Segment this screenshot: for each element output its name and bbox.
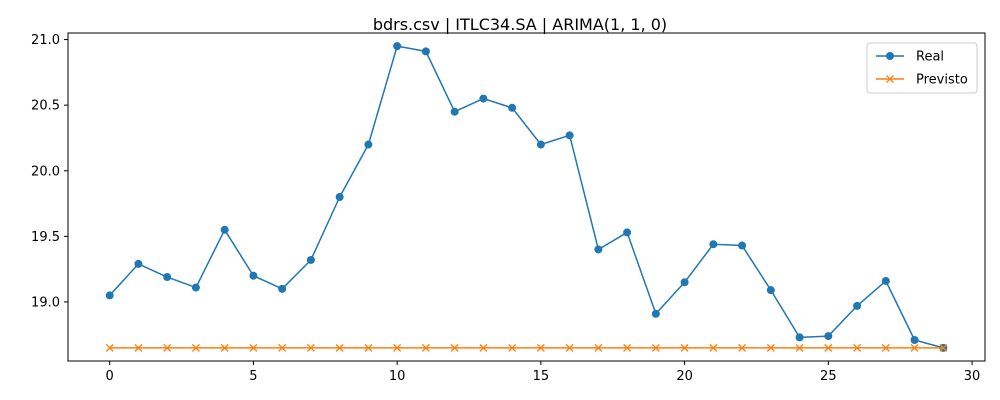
x-axis: 0 5 10 15 20 25 30 (106, 361, 981, 384)
point-real (709, 240, 718, 249)
point-real (853, 301, 862, 310)
y-tick-label: 20.0 (31, 164, 60, 179)
point-previsto (939, 343, 948, 352)
series-layer (105, 42, 948, 352)
chart-title: bdrs.csv | ITLC34.SA | ARIMA(1, 1, 0) (373, 15, 667, 34)
x-tick-label: 5 (249, 369, 257, 384)
y-axis: 19.0 19.5 20.0 20.5 21.0 (31, 33, 68, 310)
point-real (565, 131, 574, 140)
point-previsto (623, 343, 632, 352)
point-real (306, 255, 315, 264)
point-real (134, 259, 143, 268)
point-real (508, 103, 517, 112)
point-previsto (680, 343, 689, 352)
point-real (824, 332, 833, 341)
point-real (364, 140, 373, 149)
x-tick-label: 10 (389, 369, 406, 384)
y-tick-label: 19.0 (31, 295, 60, 310)
point-real (594, 245, 603, 254)
point-previsto (881, 343, 890, 352)
point-real (795, 333, 804, 342)
point-real (105, 291, 114, 300)
point-previsto (738, 343, 747, 352)
point-previsto (910, 343, 919, 352)
point-previsto (853, 343, 862, 352)
plot-area-frame (67, 32, 986, 362)
point-previsto (191, 343, 200, 352)
point-real (766, 286, 775, 295)
y-tick-label: 19.5 (31, 230, 60, 245)
x-tick-label: 0 (106, 369, 114, 384)
point-previsto (824, 343, 833, 352)
x-tick-label: 20 (676, 369, 693, 384)
point-previsto (450, 343, 459, 352)
legend-marker-real (886, 52, 894, 60)
point-real (450, 107, 459, 116)
point-real (249, 271, 258, 280)
x-tick-label: 25 (820, 369, 837, 384)
point-real (220, 225, 229, 234)
point-real (479, 94, 488, 103)
point-real (278, 284, 287, 293)
point-previsto (565, 343, 574, 352)
point-previsto (364, 343, 373, 352)
point-previsto (163, 343, 172, 352)
point-previsto (508, 343, 517, 352)
point-previsto (249, 343, 258, 352)
point-previsto (306, 343, 315, 352)
series-line-real (109, 45, 944, 349)
point-previsto (134, 343, 143, 352)
point-previsto (479, 343, 488, 352)
x-tick-label: 30 (964, 369, 981, 384)
point-previsto (795, 343, 804, 352)
point-real (910, 336, 919, 345)
point-real (651, 309, 660, 318)
point-previsto (421, 343, 430, 352)
legend-label-previsto: Previsto (916, 73, 968, 88)
y-tick-label: 20.5 (31, 99, 60, 114)
point-real (191, 283, 200, 292)
point-previsto (393, 343, 402, 352)
point-previsto (335, 343, 344, 352)
point-real (623, 228, 632, 237)
point-previsto (536, 343, 545, 352)
point-previsto (220, 343, 229, 352)
x-tick-label: 15 (533, 369, 550, 384)
legend: Real Previsto (866, 42, 978, 94)
point-real (881, 276, 890, 285)
point-previsto (278, 343, 287, 352)
point-previsto (709, 343, 718, 352)
point-real (680, 278, 689, 287)
legend-marker-previsto (886, 75, 894, 83)
point-previsto (766, 343, 775, 352)
point-real (163, 273, 172, 282)
point-real (421, 47, 430, 56)
point-previsto (651, 343, 660, 352)
point-previsto (594, 343, 603, 352)
y-tick-label: 21.0 (31, 33, 60, 48)
point-real (738, 241, 747, 250)
legend-label-real: Real (916, 50, 944, 65)
point-real (393, 42, 402, 51)
point-previsto (105, 343, 114, 352)
point-real (536, 140, 545, 149)
point-real (335, 193, 344, 201)
